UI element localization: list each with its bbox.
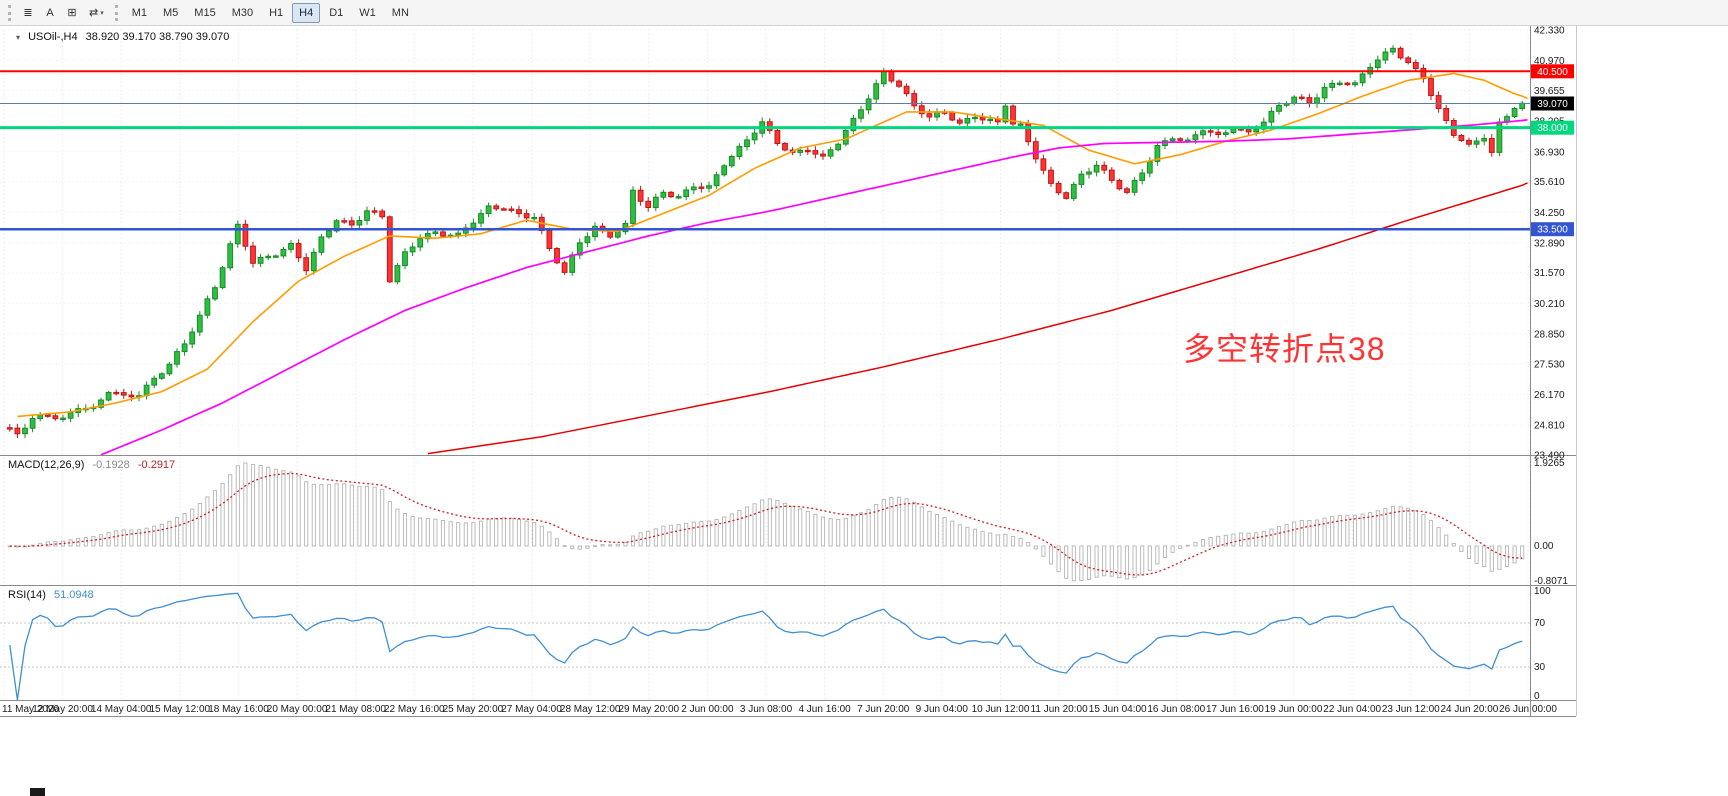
svg-text:24 Jun 20:00: 24 Jun 20:00: [1440, 704, 1498, 715]
timeframe-m30-button[interactable]: M30: [225, 3, 260, 23]
svg-text:33.500: 33.500: [1537, 225, 1568, 236]
timeframe-h4-button[interactable]: H4: [292, 2, 321, 23]
panel-borders: [0, 26, 1577, 717]
objects-list-icon[interactable]: ≣: [17, 3, 39, 23]
svg-text:42.330: 42.330: [1534, 26, 1565, 37]
svg-text:0.00: 0.00: [1534, 541, 1554, 552]
svg-text:10 Jun 12:00: 10 Jun 12:00: [972, 704, 1030, 715]
rsi-panel: [0, 592, 1530, 701]
timeframe-m1-button[interactable]: M1: [125, 3, 154, 23]
macd-value-signal: -0.2917: [137, 459, 176, 471]
svg-text:22 Jun 04:00: 22 Jun 04:00: [1323, 704, 1381, 715]
svg-text:28.850: 28.850: [1534, 330, 1565, 341]
timeframe-mn-button[interactable]: MN: [385, 3, 416, 23]
svg-text:40.970: 40.970: [1534, 56, 1565, 67]
price-axis[interactable]: 42.33040.97039.65538.29536.93035.61034.2…: [1531, 26, 1574, 703]
price-badge-39.070: [1531, 96, 1574, 111]
macd-signal-line: [9, 472, 1523, 576]
svg-text:19 Jun 00:00: 19 Jun 00:00: [1265, 704, 1323, 715]
price-badge-33.500: [1531, 222, 1574, 237]
svg-text:34.250: 34.250: [1534, 208, 1565, 219]
svg-text:29 May 20:00: 29 May 20:00: [618, 704, 679, 715]
svg-text:40.500: 40.500: [1537, 67, 1568, 78]
svg-text:39.070: 39.070: [1537, 99, 1568, 110]
svg-text:100: 100: [1534, 586, 1551, 597]
svg-text:1.9265: 1.9265: [1534, 458, 1565, 469]
ma-mid-magenta-line: [100, 118, 1528, 456]
toolbar-grip-2[interactable]: [114, 4, 119, 21]
cursor-tool-icon[interactable]: ⇄ ▾: [83, 3, 110, 23]
ma-slow-red-line: [427, 182, 1528, 455]
svg-text:25 May 20:00: 25 May 20:00: [443, 704, 504, 715]
svg-text:36.930: 36.930: [1534, 147, 1565, 158]
svg-text:-0.8071: -0.8071: [1534, 576, 1568, 587]
dropdown-caret-icon: ▾: [100, 9, 104, 17]
svg-text:23 Jun 12:00: 23 Jun 12:00: [1382, 704, 1440, 715]
macd-value-main: -0.1928: [92, 459, 130, 471]
timeframe-w1-button[interactable]: W1: [352, 3, 383, 23]
timeframe-m15-button[interactable]: M15: [187, 3, 222, 23]
svg-text:9 Jun 04:00: 9 Jun 04:00: [916, 704, 969, 715]
svg-text:20 May 00:00: 20 May 00:00: [267, 704, 328, 715]
shapes-tool-icon[interactable]: ⊞: [61, 3, 83, 23]
svg-text:27 May 04:00: 27 May 04:00: [501, 704, 562, 715]
svg-text:26 Jun 00:00: 26 Jun 00:00: [1499, 704, 1557, 715]
tool-group: ≣ A ⊞ ⇄ ▾: [17, 3, 110, 23]
horizontal-line-objects: [0, 70, 1530, 231]
svg-text:3 Jun 08:00: 3 Jun 08:00: [740, 704, 793, 715]
svg-text:31.570: 31.570: [1534, 268, 1565, 279]
price-badge-38.000: [1531, 120, 1574, 135]
text-tool-icon[interactable]: A: [39, 3, 61, 23]
svg-text:11 May 2020: 11 May 2020: [2, 704, 60, 715]
svg-text:4 Jun 16:00: 4 Jun 16:00: [798, 704, 851, 715]
svg-text:14 May 04:00: 14 May 04:00: [91, 704, 152, 715]
rsi-value: 51.0948: [53, 589, 94, 601]
chart-title: ▾ USOil-,H4 38.920 39.170 38.790 39.070: [16, 31, 234, 43]
svg-text:12 May 20:00: 12 May 20:00: [32, 704, 93, 715]
taskbar-fragment: [30, 788, 45, 796]
svg-text:35.610: 35.610: [1534, 177, 1565, 188]
svg-text:15 May 12:00: 15 May 12:00: [149, 704, 210, 715]
svg-text:18 May 16:00: 18 May 16:00: [208, 704, 269, 715]
macd-histogram: [7, 462, 1525, 582]
svg-text:2 Jun 00:00: 2 Jun 00:00: [681, 704, 734, 715]
svg-text:21 May 08:00: 21 May 08:00: [325, 704, 386, 715]
timeframe-d1-button[interactable]: D1: [322, 3, 350, 23]
chart-text-annotation[interactable]: 多空转折点38: [1183, 331, 1386, 367]
svg-text:17 Jun 16:00: 17 Jun 16:00: [1206, 704, 1264, 715]
svg-text:24.810: 24.810: [1534, 421, 1565, 432]
svg-text:30.210: 30.210: [1534, 299, 1565, 310]
timeframe-group: M1 M5 M15 M30 H1 H4 D1 W1 MN: [124, 2, 417, 23]
svg-text:26.170: 26.170: [1534, 390, 1565, 401]
chart-symbol-timeframe: USOil-,H4: [28, 31, 78, 43]
svg-text:70: 70: [1534, 618, 1546, 629]
chart-menu-caret-icon[interactable]: ▾: [16, 33, 21, 42]
svg-text:30: 30: [1534, 662, 1546, 673]
svg-text:22 May 16:00: 22 May 16:00: [384, 704, 445, 715]
svg-text:28 May 12:00: 28 May 12:00: [560, 704, 621, 715]
chart-ohlc: 38.920 39.170 38.790 39.070: [85, 31, 230, 43]
toolbar-grip[interactable]: [8, 4, 12, 21]
timeframe-h1-button[interactable]: H1: [262, 3, 290, 23]
timeframe-m5-button[interactable]: M5: [156, 3, 185, 23]
svg-text:27.530: 27.530: [1534, 359, 1565, 370]
macd-indicator-label: MACD(12,26,9) -0.1928 -0.2917: [8, 459, 180, 471]
svg-text:23.490: 23.490: [1534, 451, 1565, 462]
rsi-indicator-label: RSI(14) 51.0948: [8, 589, 99, 601]
svg-text:38.000: 38.000: [1537, 123, 1568, 134]
svg-text:11 Jun 20:00: 11 Jun 20:00: [1031, 704, 1089, 715]
svg-text:15 Jun 04:00: 15 Jun 04:00: [1089, 704, 1147, 715]
svg-text:32.890: 32.890: [1534, 239, 1565, 250]
top-toolbar: ≣ A ⊞ ⇄ ▾ M1 M5 M15 M30 H1 H4 D1 W1 MN: [0, 0, 1728, 26]
svg-text:7 Jun 20:00: 7 Jun 20:00: [857, 704, 910, 715]
price-badge-40.500: [1531, 64, 1574, 79]
svg-text:0: 0: [1534, 691, 1540, 702]
macd-label: MACD(12,26,9): [8, 459, 85, 471]
svg-text:16 Jun 08:00: 16 Jun 08:00: [1147, 704, 1205, 715]
svg-text:39.655: 39.655: [1534, 86, 1565, 97]
rsi-label: RSI(14): [8, 589, 46, 601]
